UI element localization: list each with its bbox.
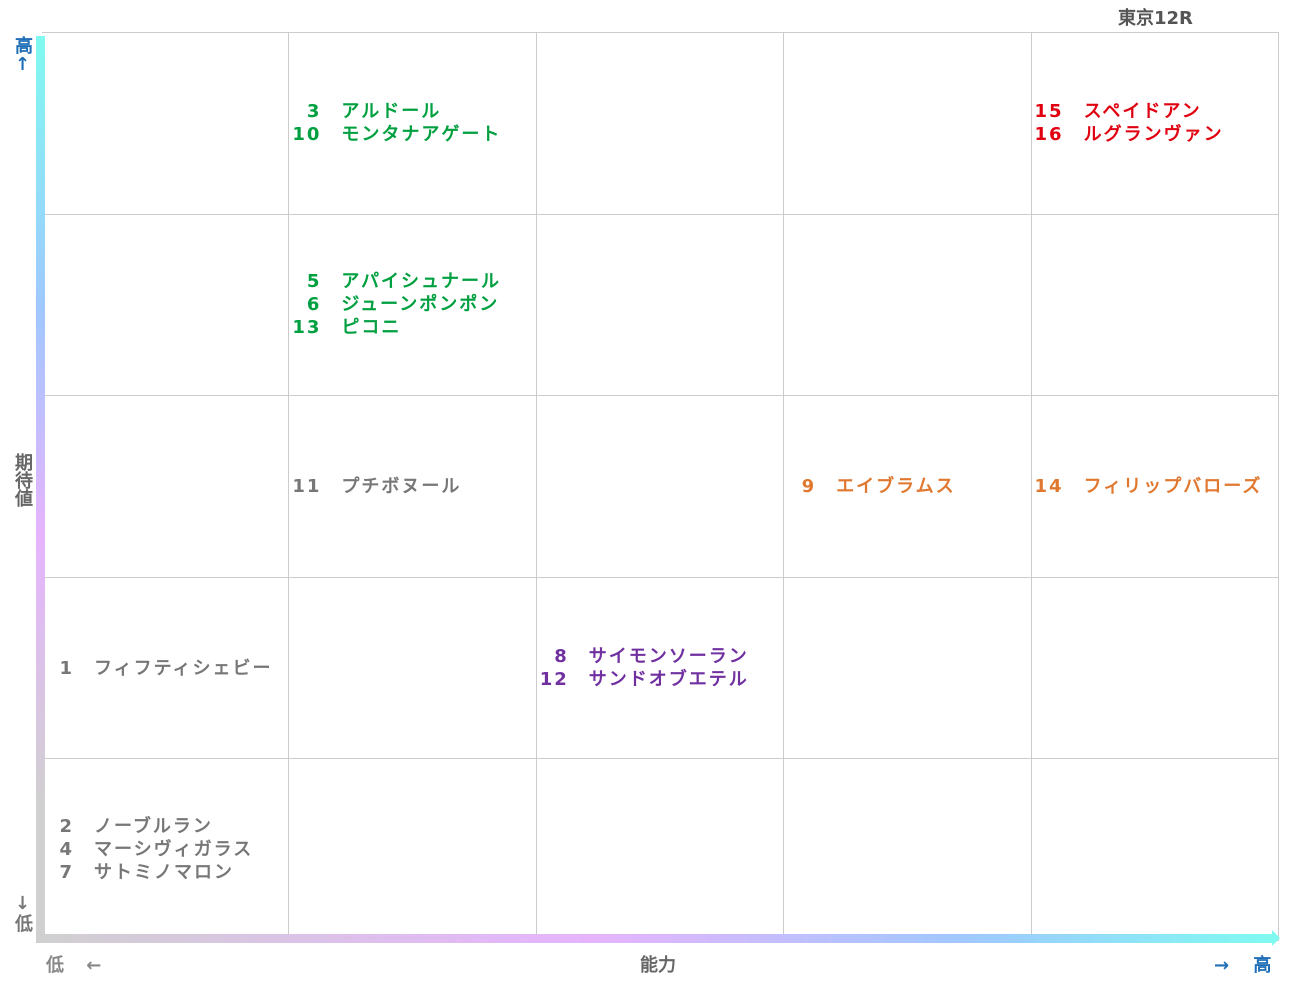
- y-low: ↓低: [12, 893, 33, 932]
- horse-name: プチボヌール: [341, 475, 462, 497]
- cell: [1031, 577, 1279, 760]
- cell: 5 アパイシュナール 6 ジューンポンポン 13 ピコニ: [289, 214, 537, 397]
- entry: 6 ジューンポンポン: [289, 293, 535, 316]
- horse-number: 2: [59, 816, 74, 838]
- cell: [42, 33, 290, 215]
- cell: [1031, 214, 1279, 397]
- horse-name: サンドオブエテル: [588, 669, 749, 691]
- horse-name: フィフティシェビー: [94, 657, 273, 679]
- horse-number: 15: [1034, 101, 1064, 123]
- entry: 1 フィフティシェビー: [42, 657, 288, 680]
- horse-number: 8: [554, 646, 569, 668]
- cell: [42, 396, 290, 578]
- horse-name: モンタナアゲート: [341, 124, 502, 146]
- cell: [536, 214, 785, 397]
- x-label: 能力: [640, 955, 676, 976]
- horse-name: サトミノマロン: [94, 862, 234, 884]
- cell: 9 エイブラムス: [784, 396, 1032, 578]
- horse-name: アルドール: [341, 101, 442, 123]
- horse-name: ジューンポンポン: [341, 294, 500, 316]
- horse-name: ルグランヴァン: [1083, 124, 1224, 146]
- entry: 9 エイブラムス: [784, 475, 1030, 498]
- grid: 3 アルドール 10 モンタナアゲート 15 スペイドアン 16 ルグランヴァン 5 アパイシュナ…: [42, 32, 1279, 941]
- entry: 7 サトミノマロン: [42, 861, 288, 884]
- horse-number: 9: [801, 475, 817, 497]
- horse-number: 16: [1034, 124, 1064, 146]
- x-low: 低 ←: [46, 955, 102, 976]
- y-axis-bar: [36, 36, 45, 942]
- entry: 4 マーシヴィガラス: [42, 838, 288, 861]
- horse-name: ノーブルラン: [94, 816, 213, 838]
- horse-number: 1: [59, 657, 74, 679]
- cell: [784, 577, 1032, 760]
- x-axis-bar: [36, 934, 1274, 943]
- entry: 2 ノーブルラン: [42, 815, 288, 838]
- cell: 14 フィリップバローズ: [1031, 396, 1279, 578]
- cell: [289, 577, 537, 760]
- horse-name: ピコニ: [341, 317, 402, 339]
- entry: 12 サンドオブエテル: [537, 668, 783, 691]
- cell: 1 フィフティシェビー: [42, 577, 290, 760]
- horse-number: 5: [306, 271, 322, 293]
- horse-name: フィリップバローズ: [1083, 475, 1263, 497]
- horse-number: 10: [292, 124, 322, 146]
- horse-number: 12: [539, 669, 569, 691]
- cell: [536, 396, 785, 578]
- y-high: 高↑: [12, 36, 33, 75]
- cell: 3 アルドール 10 モンタナアゲート: [289, 33, 537, 215]
- horse-name: サイモンソーラン: [588, 646, 749, 668]
- horse-name: マーシヴィガラス: [94, 839, 254, 861]
- entry: 10 モンタナアゲート: [289, 123, 535, 146]
- horse-number: 14: [1034, 475, 1064, 497]
- horse-name: スペイドアン: [1083, 101, 1202, 123]
- title: 東京12R: [1118, 8, 1193, 29]
- cell: 11 プチボヌール: [289, 396, 537, 578]
- horse-name: アパイシュナール: [341, 271, 502, 293]
- horse-number: 11: [292, 475, 322, 497]
- cell: [536, 33, 785, 215]
- entry: 16 ルグランヴァン: [1032, 123, 1278, 146]
- cell: 2 ノーブルラン 4 マーシヴィガラス 7 サトミノマロン: [42, 759, 290, 941]
- cell: [536, 759, 785, 941]
- cell: [42, 214, 290, 397]
- entry: 13 ピコニ: [289, 316, 535, 339]
- cell: [784, 759, 1032, 941]
- horse-number: 4: [59, 839, 74, 861]
- entry: 3 アルドール: [289, 100, 535, 123]
- horse-number: 3: [306, 101, 322, 123]
- cell: [289, 759, 537, 941]
- cell: [784, 214, 1032, 397]
- horse-name: エイブラムス: [836, 475, 956, 497]
- horse-number: 6: [306, 294, 322, 316]
- y-label: 期待値: [12, 453, 33, 507]
- horse-number: 7: [59, 862, 74, 884]
- x-arrow: [1272, 930, 1280, 946]
- cell: 15 スペイドアン 16 ルグランヴァン: [1031, 33, 1279, 215]
- cell: [784, 33, 1032, 215]
- entry: 8 サイモンソーラン: [537, 645, 783, 668]
- entry: 14 フィリップバローズ: [1032, 475, 1278, 498]
- entry: 5 アパイシュナール: [289, 270, 535, 293]
- entry: 15 スペイドアン: [1032, 100, 1278, 123]
- cell: 8 サイモンソーラン 12 サンドオブエテル: [536, 577, 785, 760]
- x-high: → 高: [1214, 955, 1272, 976]
- entry: 11 プチボヌール: [289, 475, 535, 498]
- horse-number: 13: [292, 317, 322, 339]
- cell: [1031, 759, 1279, 941]
